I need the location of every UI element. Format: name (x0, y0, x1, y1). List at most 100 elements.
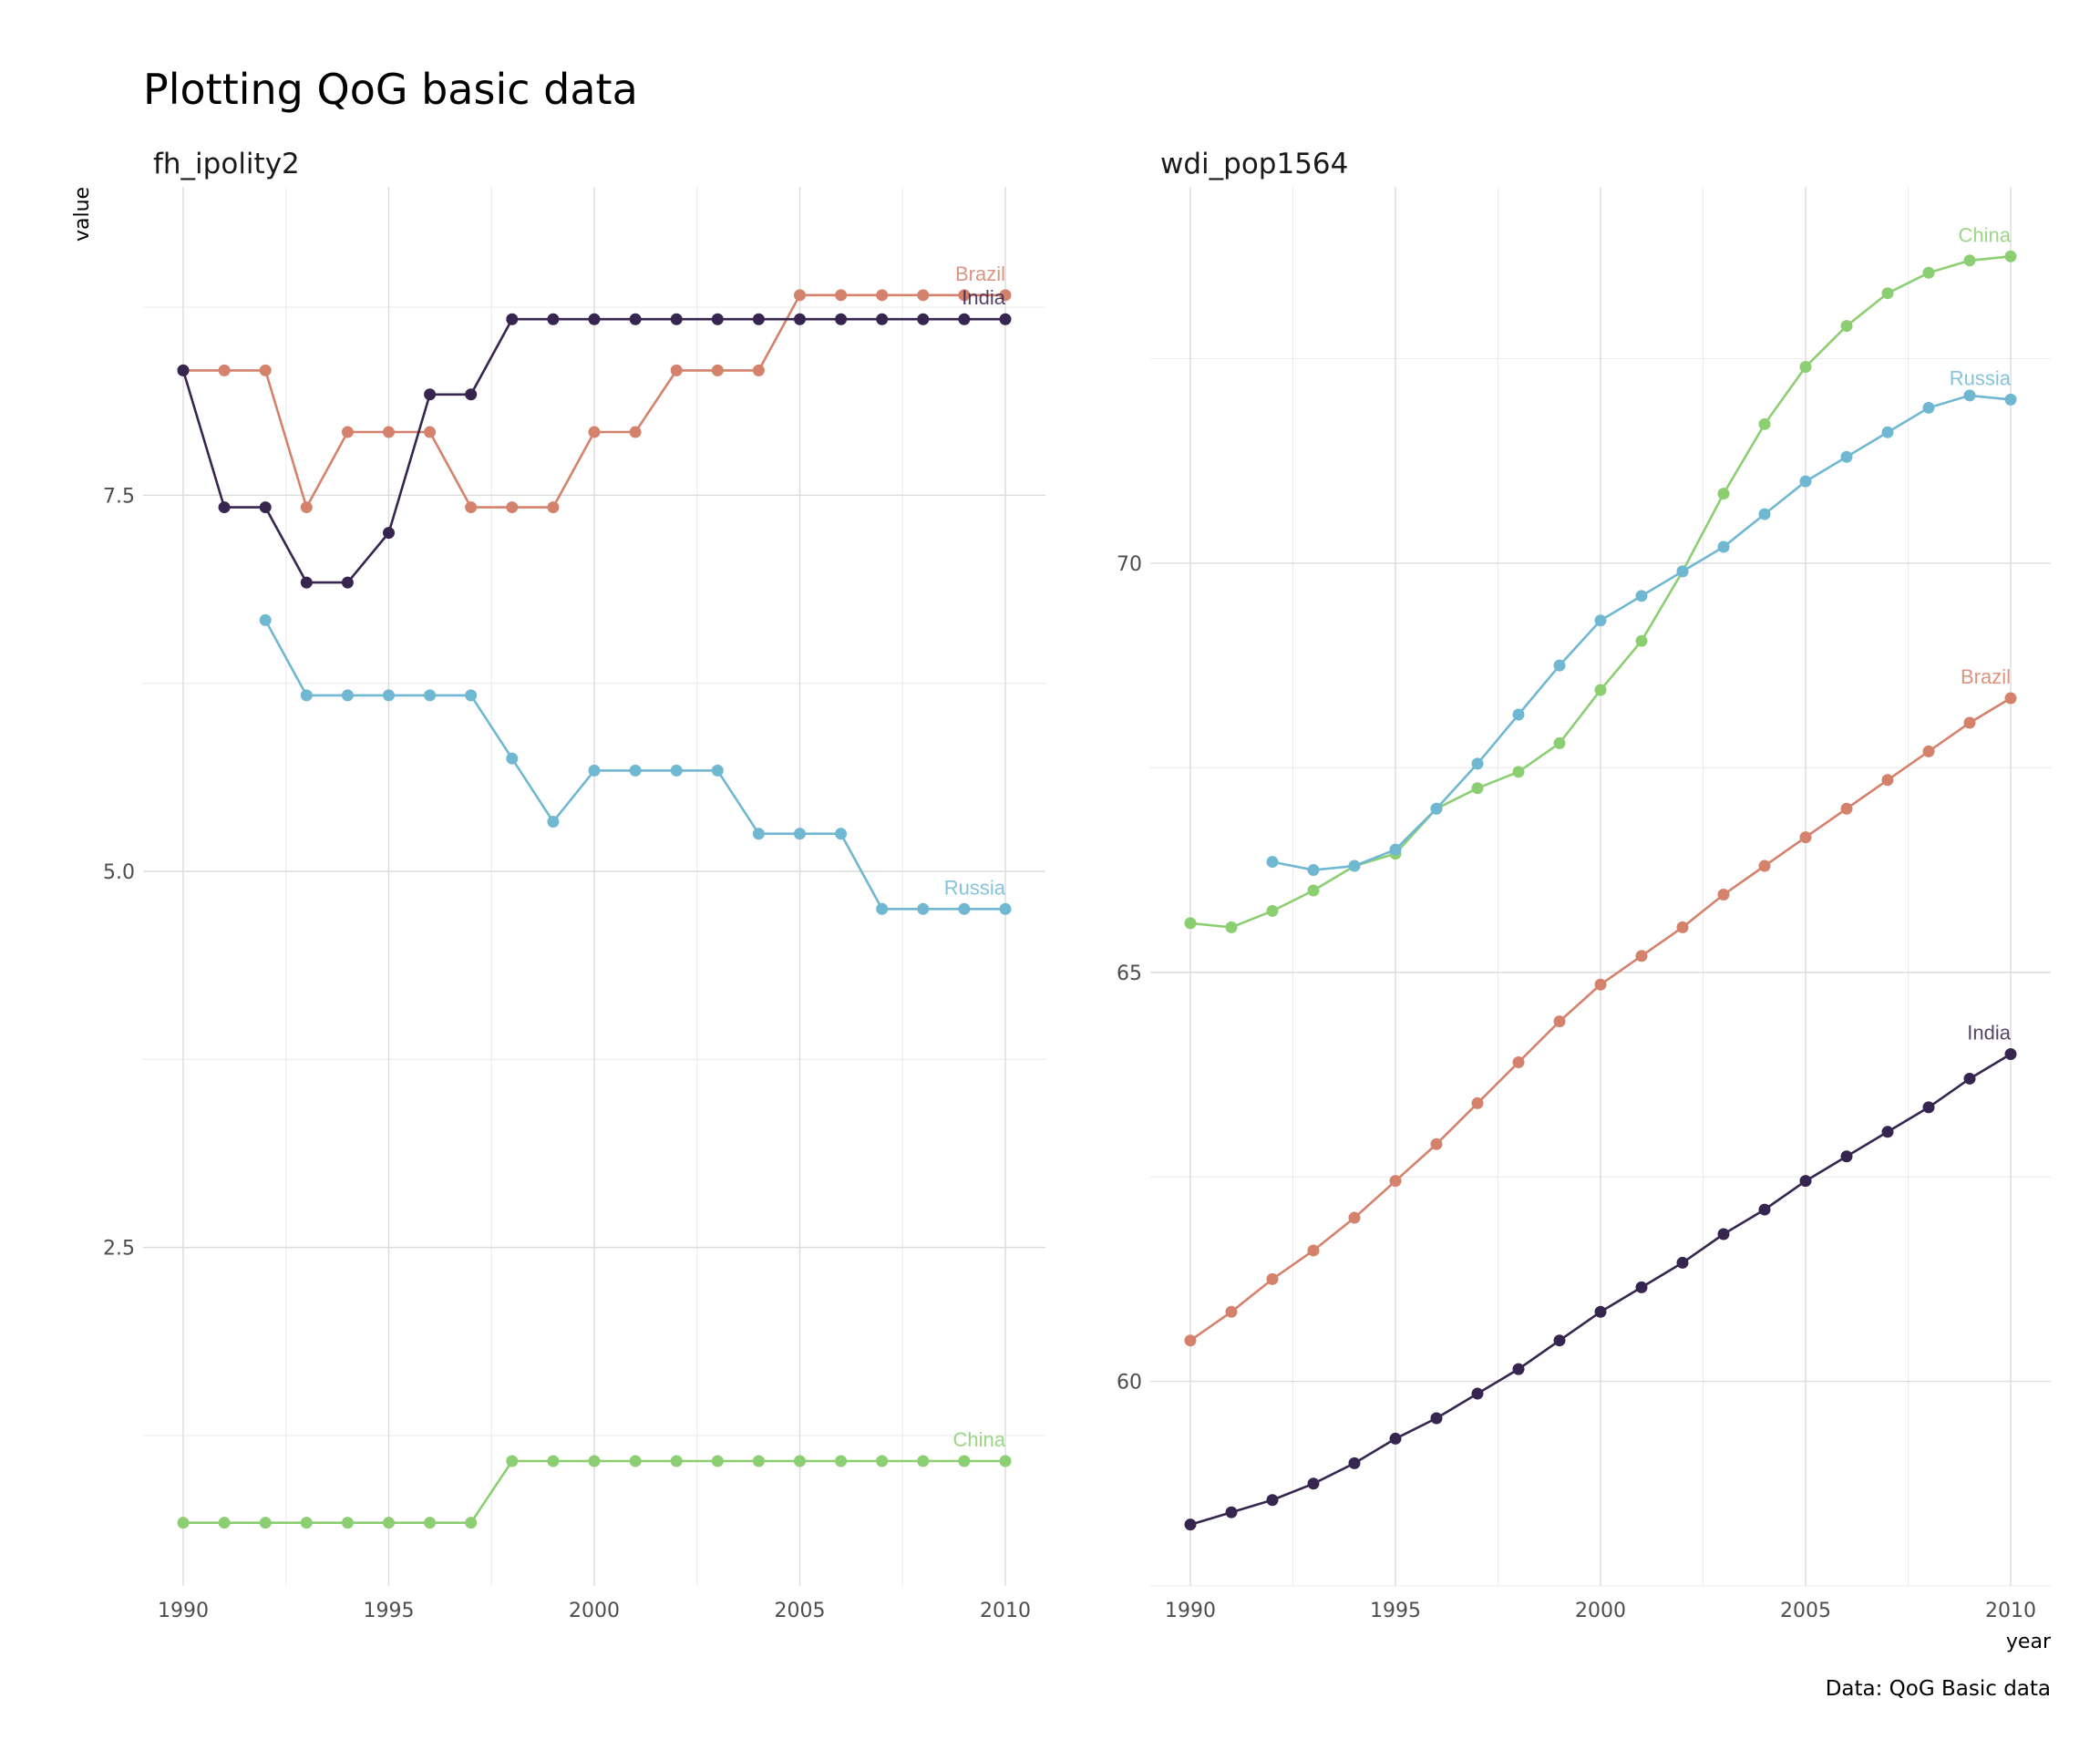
series-india: India (1184, 1022, 2017, 1531)
data-point (1799, 1175, 1812, 1188)
data-point (1963, 1072, 1976, 1085)
data-point (752, 1455, 765, 1467)
y-tick-label: 70 (1117, 553, 1142, 576)
data-point (1963, 389, 1976, 402)
data-point (1799, 831, 1812, 844)
data-point (506, 501, 519, 514)
data-point (1512, 708, 1525, 721)
data-point (1922, 1101, 1935, 1114)
data-point (424, 388, 437, 401)
data-point (1840, 320, 1853, 333)
series-brazil: Brazil (1184, 665, 2017, 1347)
data-point (218, 501, 231, 514)
data-point (629, 1455, 642, 1467)
x-tick-label: 2000 (569, 1600, 620, 1622)
data-point (917, 1455, 930, 1467)
data-point (670, 764, 683, 777)
data-point (835, 313, 848, 325)
series-russia: Russia (1266, 366, 2017, 877)
x-axis-title: year (2006, 1631, 2052, 1653)
chart-title: Plotting QoG basic data (143, 65, 638, 114)
data-point (1389, 843, 1402, 856)
data-point (711, 1455, 724, 1467)
data-point (465, 388, 478, 401)
data-point (711, 764, 724, 777)
data-point (1430, 802, 1443, 815)
data-point (1963, 716, 1976, 729)
data-point (1553, 1334, 1566, 1347)
data-point (1225, 921, 1238, 933)
data-point (1512, 766, 1525, 778)
series-end-label: Brazil (1961, 665, 2011, 688)
data-point (1881, 426, 1894, 438)
data-point (341, 426, 354, 438)
data-point (588, 426, 601, 438)
data-point (1512, 1055, 1525, 1068)
data-point (1881, 287, 1894, 300)
series-line (1271, 394, 2012, 871)
data-point (1676, 565, 1689, 578)
data-point (1348, 860, 1361, 872)
data-point (1184, 1518, 1197, 1531)
panel-wdi_pop1564: wdi_pop1564 1990 1995 2000 2005 2010 60 65 70 yea… (1117, 148, 2052, 1653)
data-point (259, 364, 272, 376)
data-point (1635, 634, 1648, 647)
data-point (1922, 745, 1935, 757)
data-point (670, 1455, 683, 1467)
data-point (341, 1517, 354, 1529)
data-point (506, 1455, 519, 1467)
x-tick-label: 2010 (1985, 1600, 2036, 1622)
data-point (1430, 1412, 1443, 1425)
data-point (547, 313, 560, 325)
data-point (1225, 1305, 1238, 1318)
series-india: India (177, 286, 1012, 589)
data-point (670, 313, 683, 325)
series-end-label: China (953, 1428, 1006, 1451)
data-point (177, 1517, 190, 1529)
data-point (1471, 757, 1484, 770)
data-point (1471, 1387, 1484, 1400)
facet-title: fh_ipolity2 (153, 148, 300, 180)
data-point (300, 1517, 313, 1529)
data-point (1225, 1506, 1238, 1518)
data-point (218, 364, 231, 376)
data-point (1963, 254, 1976, 267)
data-point (629, 764, 642, 777)
data-point (2004, 692, 2017, 705)
data-point (876, 902, 889, 915)
y-tick-label: 2.5 (103, 1238, 135, 1261)
facet-title: wdi_pop1564 (1160, 148, 1348, 180)
data-point (1471, 1096, 1484, 1109)
data-point (876, 289, 889, 302)
data-point (1553, 659, 1566, 672)
series-end-label: India (962, 286, 1005, 309)
data-point (1184, 1334, 1197, 1347)
data-point (424, 689, 437, 702)
data-point (1799, 475, 1812, 488)
data-point (629, 426, 642, 438)
data-point (629, 313, 642, 325)
data-point (2004, 393, 2017, 406)
y-tick-label: 7.5 (103, 485, 135, 508)
data-point (259, 1517, 272, 1529)
data-point (1758, 860, 1771, 872)
series-russia: Russia (259, 613, 1012, 915)
x-tick-label: 1990 (1165, 1600, 1216, 1622)
data-point (670, 364, 683, 376)
x-tick-label: 2005 (1780, 1600, 1831, 1622)
data-point (752, 313, 765, 325)
data-point (300, 689, 313, 702)
data-point (1266, 856, 1279, 869)
data-point (1676, 1256, 1689, 1269)
data-point (1348, 1457, 1361, 1469)
data-point (218, 1517, 231, 1529)
data-point (1717, 1228, 1730, 1240)
data-point (1922, 266, 1935, 279)
data-point (1676, 921, 1689, 933)
data-point (465, 501, 478, 514)
data-point (958, 1455, 971, 1467)
data-point (1307, 1477, 1320, 1490)
data-point (383, 689, 395, 702)
data-point (1840, 1150, 1853, 1163)
